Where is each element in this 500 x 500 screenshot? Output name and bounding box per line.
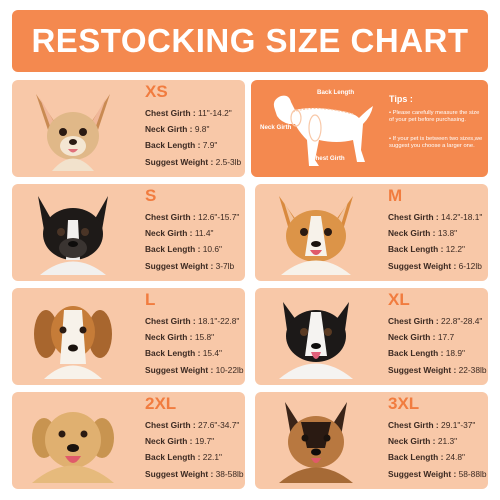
german-shepherd-photo [261, 398, 371, 483]
size-card-2xl: 2XL Chest Girth : 27.6"-34.7" Neck Girth… [12, 392, 245, 489]
back-length-row: Back Length : 24.8" [388, 452, 465, 462]
tip-item: • If your pet is between two sizes,we su… [389, 136, 483, 149]
page-title: RESTOCKING SIZE CHART [31, 22, 469, 59]
back-length-row: Back Length : 12.2" [388, 244, 465, 254]
suggest-weight-row: Suggest Weight : 10-22lb [145, 365, 244, 375]
size-card-xs: XS Chest Girth : 11"-14.2" Neck Girth : … [12, 80, 245, 177]
suggest-weight-row: Suggest Weight : 22-38lb [388, 365, 487, 375]
diagram-neck-girth: Neck Girth [260, 124, 292, 131]
title-banner: RESTOCKING SIZE CHART [12, 10, 488, 72]
size-card-l: L Chest Girth : 18.1"-22.8" Neck Girth :… [12, 288, 245, 385]
chest-girth-row: Chest Girth : 22.8"-28.4" [388, 316, 483, 326]
neck-girth-row: Neck Girth : 9.8" [145, 124, 210, 134]
corgi-photo [261, 190, 371, 275]
suggest-weight-row: Suggest Weight : 58-88lb [388, 469, 487, 479]
french-bulldog-photo [18, 190, 128, 275]
suggest-weight-row: Suggest Weight : 2.5-3lb [145, 157, 242, 167]
size-card-xl: XL Chest Girth : 22.8"-28.4" Neck Girth … [255, 288, 488, 385]
neck-girth-row: Neck Girth : 15.8" [145, 332, 215, 342]
diagram-back-length: Back Length [317, 89, 355, 96]
back-length-row: Back Length : 15.4" [145, 348, 222, 358]
size-label: 2XL [145, 394, 177, 413]
neck-girth-row: Neck Girth : 17.7 [388, 332, 455, 342]
back-length-row: Back Length : 18.9" [388, 348, 465, 358]
size-label: S [145, 186, 157, 205]
back-length-row: Back Length : 22.1" [145, 452, 222, 462]
tips-title: Tips : [389, 94, 413, 104]
neck-girth-row: Neck Girth : 21.3" [388, 436, 458, 446]
golden-retriever-photo [18, 398, 128, 483]
size-label: XS [145, 82, 168, 101]
diagram-chest-girth: Chest Girth [311, 155, 345, 162]
size-card-s: S Chest Girth : 12.6"-15.7" Neck Girth :… [12, 184, 245, 281]
chest-girth-row: Chest Girth : 12.6"-15.7" [145, 212, 240, 222]
chest-girth-row: Chest Girth : 11"-14.2" [145, 108, 232, 118]
size-card-m: M Chest Girth : 14.2"-18.1" Neck Girth :… [255, 184, 488, 281]
size-label: 3XL [388, 394, 420, 413]
neck-girth-row: Neck Girth : 13.8" [388, 228, 458, 238]
back-length-row: Back Length : 10.6" [145, 244, 222, 254]
back-length-row: Back Length : 7.9" [145, 140, 218, 150]
size-label: M [388, 186, 403, 205]
suggest-weight-row: Suggest Weight : 6-12lb [388, 261, 482, 271]
chest-girth-row: Chest Girth : 29.1"-37" [388, 420, 476, 430]
neck-girth-row: Neck Girth : 11.4" [145, 228, 214, 238]
measurement-diagram-card: Back Length Neck Girth Chest Girth Tips … [251, 80, 488, 177]
size-card-3xl: 3XL Chest Girth : 29.1"-37" Neck Girth :… [255, 392, 488, 489]
suggest-weight-row: Suggest Weight : 38-58lb [145, 469, 244, 479]
dog-silhouette-icon [273, 95, 373, 166]
border-collie-photo [261, 294, 371, 379]
chest-girth-row: Chest Girth : 27.6"-34.7" [145, 420, 240, 430]
neck-girth-row: Neck Girth : 19.7" [145, 436, 215, 446]
beagle-photo [18, 294, 128, 379]
chihuahua-photo [18, 86, 128, 171]
size-label: L [145, 290, 156, 309]
tip-item: • Please carefully measure the size of y… [389, 110, 480, 123]
size-label: XL [388, 290, 410, 309]
chest-girth-row: Chest Girth : 14.2"-18.1" [388, 212, 483, 222]
suggest-weight-row: Suggest Weight : 3-7lb [145, 261, 235, 271]
chest-girth-row: Chest Girth : 18.1"-22.8" [145, 316, 240, 326]
